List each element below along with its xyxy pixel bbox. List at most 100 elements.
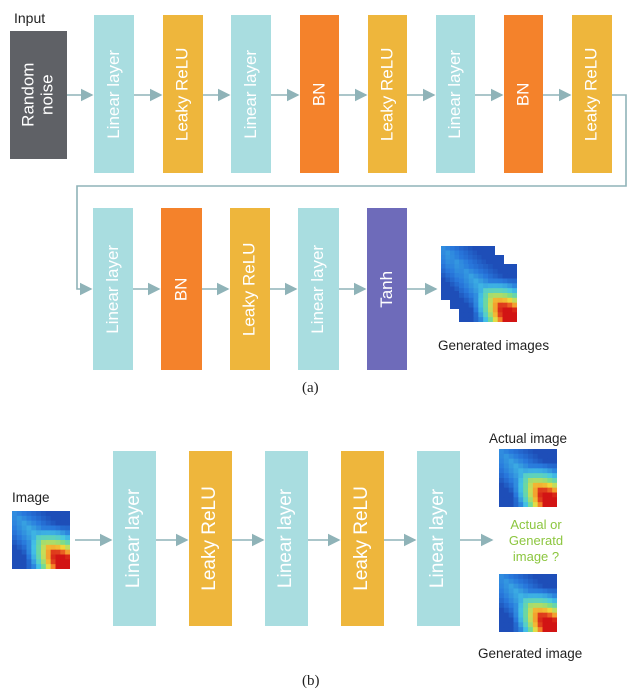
heatmap-cell	[523, 497, 529, 503]
heatmap-cell	[513, 578, 519, 585]
heatmap-cell	[468, 273, 474, 279]
heatmap-cell	[478, 293, 484, 299]
heatmap-cell	[36, 564, 42, 570]
heatmap-cell	[26, 511, 32, 517]
heatmap-cell	[459, 255, 464, 260]
generated-images-label: Generated images	[438, 338, 550, 353]
heatmap-cell	[523, 473, 529, 479]
heatmap-cell	[450, 286, 455, 292]
b-linear-layer-3-label: Linear layer	[427, 488, 449, 589]
heatmap-cell	[542, 492, 548, 498]
heatmap-cell	[445, 295, 451, 301]
heatmap-cell	[532, 497, 539, 503]
heatmap-cell	[552, 492, 558, 498]
heatmap-cell	[513, 607, 519, 614]
generated-image-label: Generated image	[478, 646, 583, 661]
heatmap-cell	[547, 574, 553, 580]
heatmap-cell	[468, 246, 473, 251]
heatmap-cell	[502, 297, 508, 304]
heatmap-cell	[445, 282, 451, 287]
heatmap-cell	[552, 463, 558, 469]
heatmap-cell	[65, 540, 71, 546]
heatmap-cell	[497, 293, 503, 299]
heatmap-cell	[450, 255, 455, 260]
heatmap-cell	[547, 497, 553, 503]
heatmap-cell	[463, 302, 470, 308]
heatmap-cell	[21, 549, 27, 555]
heatmap-cell	[512, 302, 518, 308]
heatmap-cell	[532, 627, 539, 633]
heatmap-cell	[468, 317, 474, 323]
heatmap-cell	[450, 295, 455, 301]
heatmap-graphic	[499, 574, 558, 633]
heatmap-cell	[499, 453, 505, 460]
heatmap-cell	[547, 627, 553, 633]
heatmap-cell	[508, 578, 514, 585]
heatmap-cell	[542, 482, 548, 489]
heatmap-cell	[503, 622, 510, 628]
heatmap-cell	[445, 273, 451, 278]
heatmap-cell	[483, 288, 489, 294]
heatmap-cell	[532, 612, 539, 618]
heatmap-cell	[41, 535, 47, 541]
heatmap-thumbnail-icon	[499, 574, 558, 633]
heatmap-cell	[542, 497, 548, 503]
heatmap-cell	[454, 259, 460, 265]
heatmap-cell	[45, 511, 52, 517]
heatmap-cell	[41, 544, 47, 551]
heatmap-cell	[537, 593, 543, 599]
heatmap-cell	[528, 478, 534, 484]
a-linear-layer-4-label: Linear layer	[102, 244, 122, 334]
heatmap-cell	[31, 554, 37, 560]
heatmap-cell	[450, 273, 455, 278]
a-linear-layer-2-label: Linear layer	[240, 49, 260, 139]
heatmap-cell	[463, 268, 470, 275]
heatmap-cell	[454, 264, 460, 269]
image-label: Image	[12, 490, 50, 505]
heatmap-cell	[537, 468, 543, 474]
heatmap-cell	[542, 473, 548, 479]
heatmap-cell	[552, 612, 558, 618]
heatmap-cell	[26, 554, 32, 560]
a-linear-layer-3: Linear layer	[436, 15, 475, 173]
heatmap-cell	[45, 554, 52, 560]
question-line2: Generatd	[508, 533, 564, 548]
heatmap-cell	[65, 520, 71, 526]
heatmap-cell	[450, 291, 455, 296]
heatmap-cell	[552, 588, 558, 594]
heatmap-cell	[513, 598, 519, 604]
heatmap-cell	[513, 468, 519, 474]
heatmap-cell	[463, 283, 470, 289]
heatmap-cell	[445, 259, 451, 265]
heatmap-cell	[478, 297, 484, 304]
heatmap-cell	[499, 578, 505, 585]
heatmap-cell	[36, 535, 42, 541]
a-leaky-relu-2: Leaky ReLU	[368, 15, 407, 173]
heatmap-cell	[518, 593, 524, 599]
a-linear-layer-4: Linear layer	[93, 208, 133, 370]
heatmap-cell	[450, 264, 455, 269]
heatmap-cell	[55, 549, 61, 555]
heatmap-cell	[528, 598, 534, 604]
heatmap-cell	[523, 463, 529, 469]
heatmap-cell	[459, 317, 465, 323]
heatmap-cell	[532, 468, 539, 474]
heatmap-cell	[36, 540, 42, 546]
heatmap-cell	[55, 540, 61, 546]
heatmap-cell	[459, 297, 465, 304]
heatmap-cell	[473, 302, 479, 308]
heatmap-cell	[36, 549, 42, 555]
heatmap-cell	[441, 255, 446, 260]
heatmap-cell	[488, 278, 494, 284]
heatmap-cell	[508, 473, 514, 479]
heatmap-cell	[518, 468, 524, 474]
heatmap-cell	[12, 564, 18, 570]
heatmap-cell	[499, 255, 505, 260]
heatmap-cell	[60, 559, 66, 565]
heatmap-cell	[503, 612, 510, 618]
heatmap-cell	[503, 473, 510, 479]
caption-b: (b)	[302, 673, 320, 689]
heatmap-cell	[499, 463, 505, 469]
heatmap-cell	[537, 588, 543, 594]
heatmap-cell	[45, 530, 52, 536]
